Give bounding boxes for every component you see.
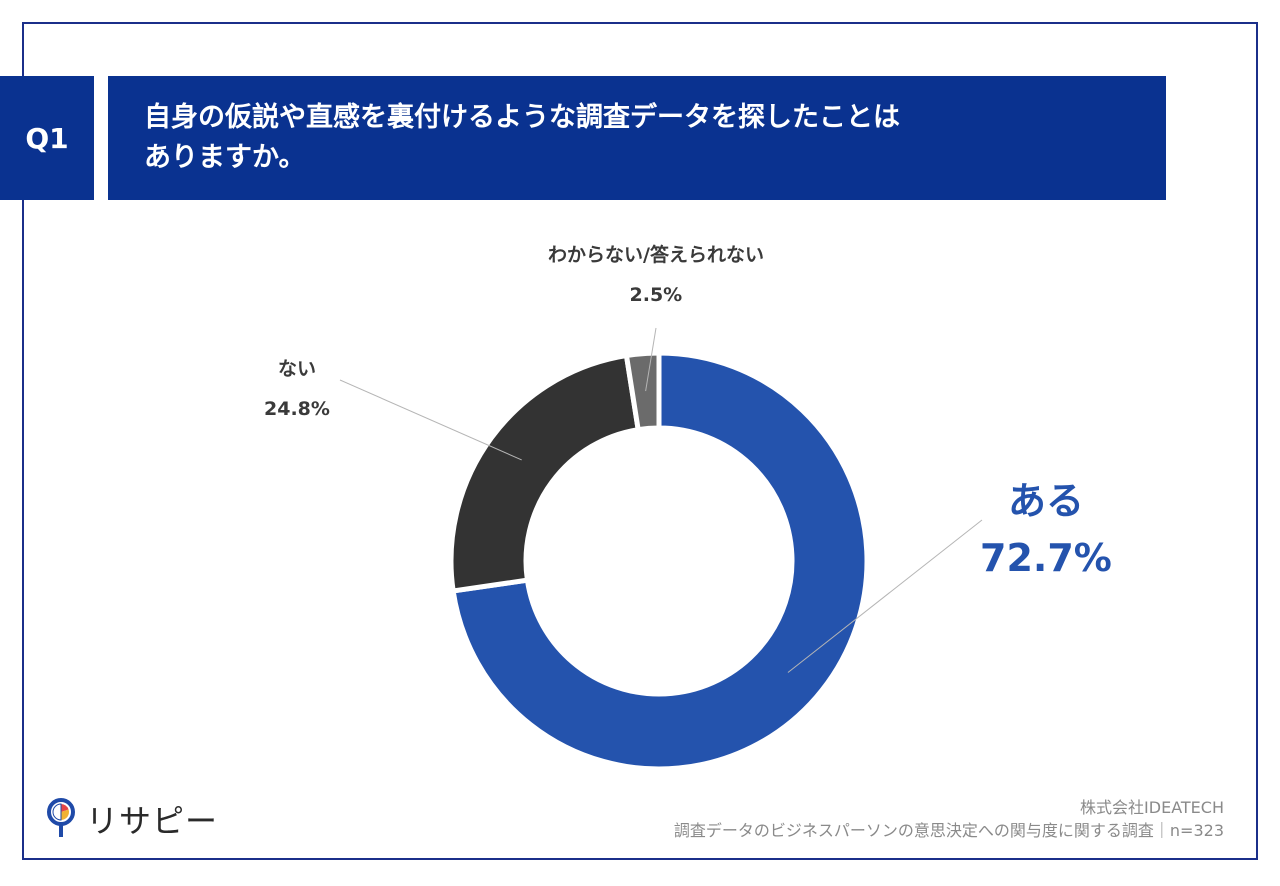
- slice-value-no: 24.8%: [264, 398, 330, 420]
- question-title: 自身の仮説や直感を裏付けるような調査データを探したことは ありますか。: [108, 76, 1166, 200]
- source-company: 株式会社IDEATECH: [1080, 798, 1224, 817]
- leader-line-yes: [787, 519, 983, 673]
- brand-logo: リサピー: [46, 796, 218, 842]
- donut-slice-unknown: [623, 350, 662, 433]
- slice-label-no: ない: [278, 358, 317, 380]
- source-note: 株式会社IDEATECH 調査データのビジネスパーソンの意思決定への関与度に関す…: [674, 796, 1224, 842]
- donut-slice-no: [448, 353, 641, 594]
- brand-logo-text: リサピー: [86, 802, 219, 840]
- source-survey: 調査データのビジネスパーソンの意思決定への関与度に関する調査｜n=323: [673, 821, 1224, 840]
- pin-chart-icon: [47, 798, 75, 837]
- leader-line-unknown: [645, 327, 657, 392]
- slice-value-unknown: 2.5%: [629, 284, 683, 306]
- leader-line-no: [339, 379, 522, 461]
- donut-slice-yes: [450, 350, 870, 772]
- slice-label-unknown: わからない/答えられない: [548, 244, 764, 266]
- page-frame: [22, 22, 1258, 860]
- question-title-line1: 自身の仮説や直感を裏付けるような調査データを探したことは: [144, 102, 900, 133]
- slice-label-yes: ある: [1008, 479, 1085, 523]
- slice-value-yes: 72.7%: [980, 536, 1112, 580]
- question-number-badge: Q1: [0, 76, 94, 200]
- question-title-line2: ありますか。: [144, 142, 306, 173]
